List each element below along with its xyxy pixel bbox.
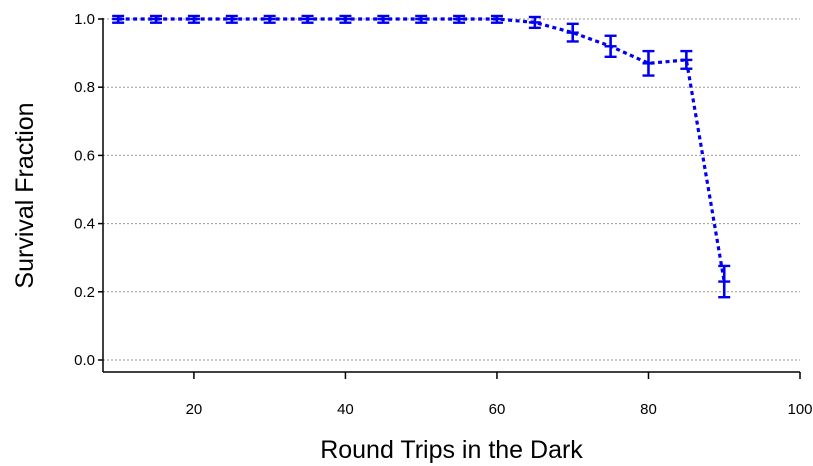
data-point-8	[415, 14, 428, 24]
data-point-2	[187, 14, 200, 24]
data-series	[112, 14, 731, 299]
y-tick-label-5: 1.0	[74, 11, 95, 28]
series-line-0	[118, 17, 726, 282]
y-tick-label-1: 0.2	[74, 284, 95, 301]
data-point-6	[339, 14, 352, 24]
data-point-12	[566, 22, 579, 43]
data-point-4	[263, 14, 276, 24]
x-tick-label-3: 80	[640, 401, 657, 418]
x-tick-label-1: 40	[337, 401, 354, 418]
x-axis-title: Round Trips in the Dark	[320, 436, 583, 464]
axes	[98, 18, 801, 379]
data-point-10	[490, 14, 503, 24]
y-tick-label-2: 0.4	[74, 216, 95, 233]
x-tick-label-2: 60	[489, 401, 506, 418]
x-tick-label-0: 20	[186, 401, 203, 418]
data-point-7	[377, 14, 390, 24]
data-point-9	[453, 14, 466, 24]
tick-labels: 0.0 0.2 0.4 0.6 0.8 1.0 20 40 60 80 100	[74, 11, 812, 418]
gridlines	[103, 18, 800, 361]
data-point-0	[112, 14, 125, 24]
data-point-15	[680, 49, 693, 70]
data-point-3	[225, 14, 238, 24]
data-point-1	[150, 14, 163, 24]
data-point-5	[301, 14, 314, 24]
data-point-11	[528, 15, 541, 30]
y-tick-label-3: 0.6	[74, 147, 95, 164]
data-point-13	[604, 34, 617, 59]
data-point-16	[718, 264, 731, 299]
y-axis-title: Survival Fraction	[11, 102, 39, 288]
data-point-14	[642, 49, 655, 77]
y-tick-label-4: 0.8	[74, 79, 95, 96]
y-tick-label-0: 0.0	[74, 352, 95, 369]
x-tick-label-4: 100	[787, 401, 812, 418]
